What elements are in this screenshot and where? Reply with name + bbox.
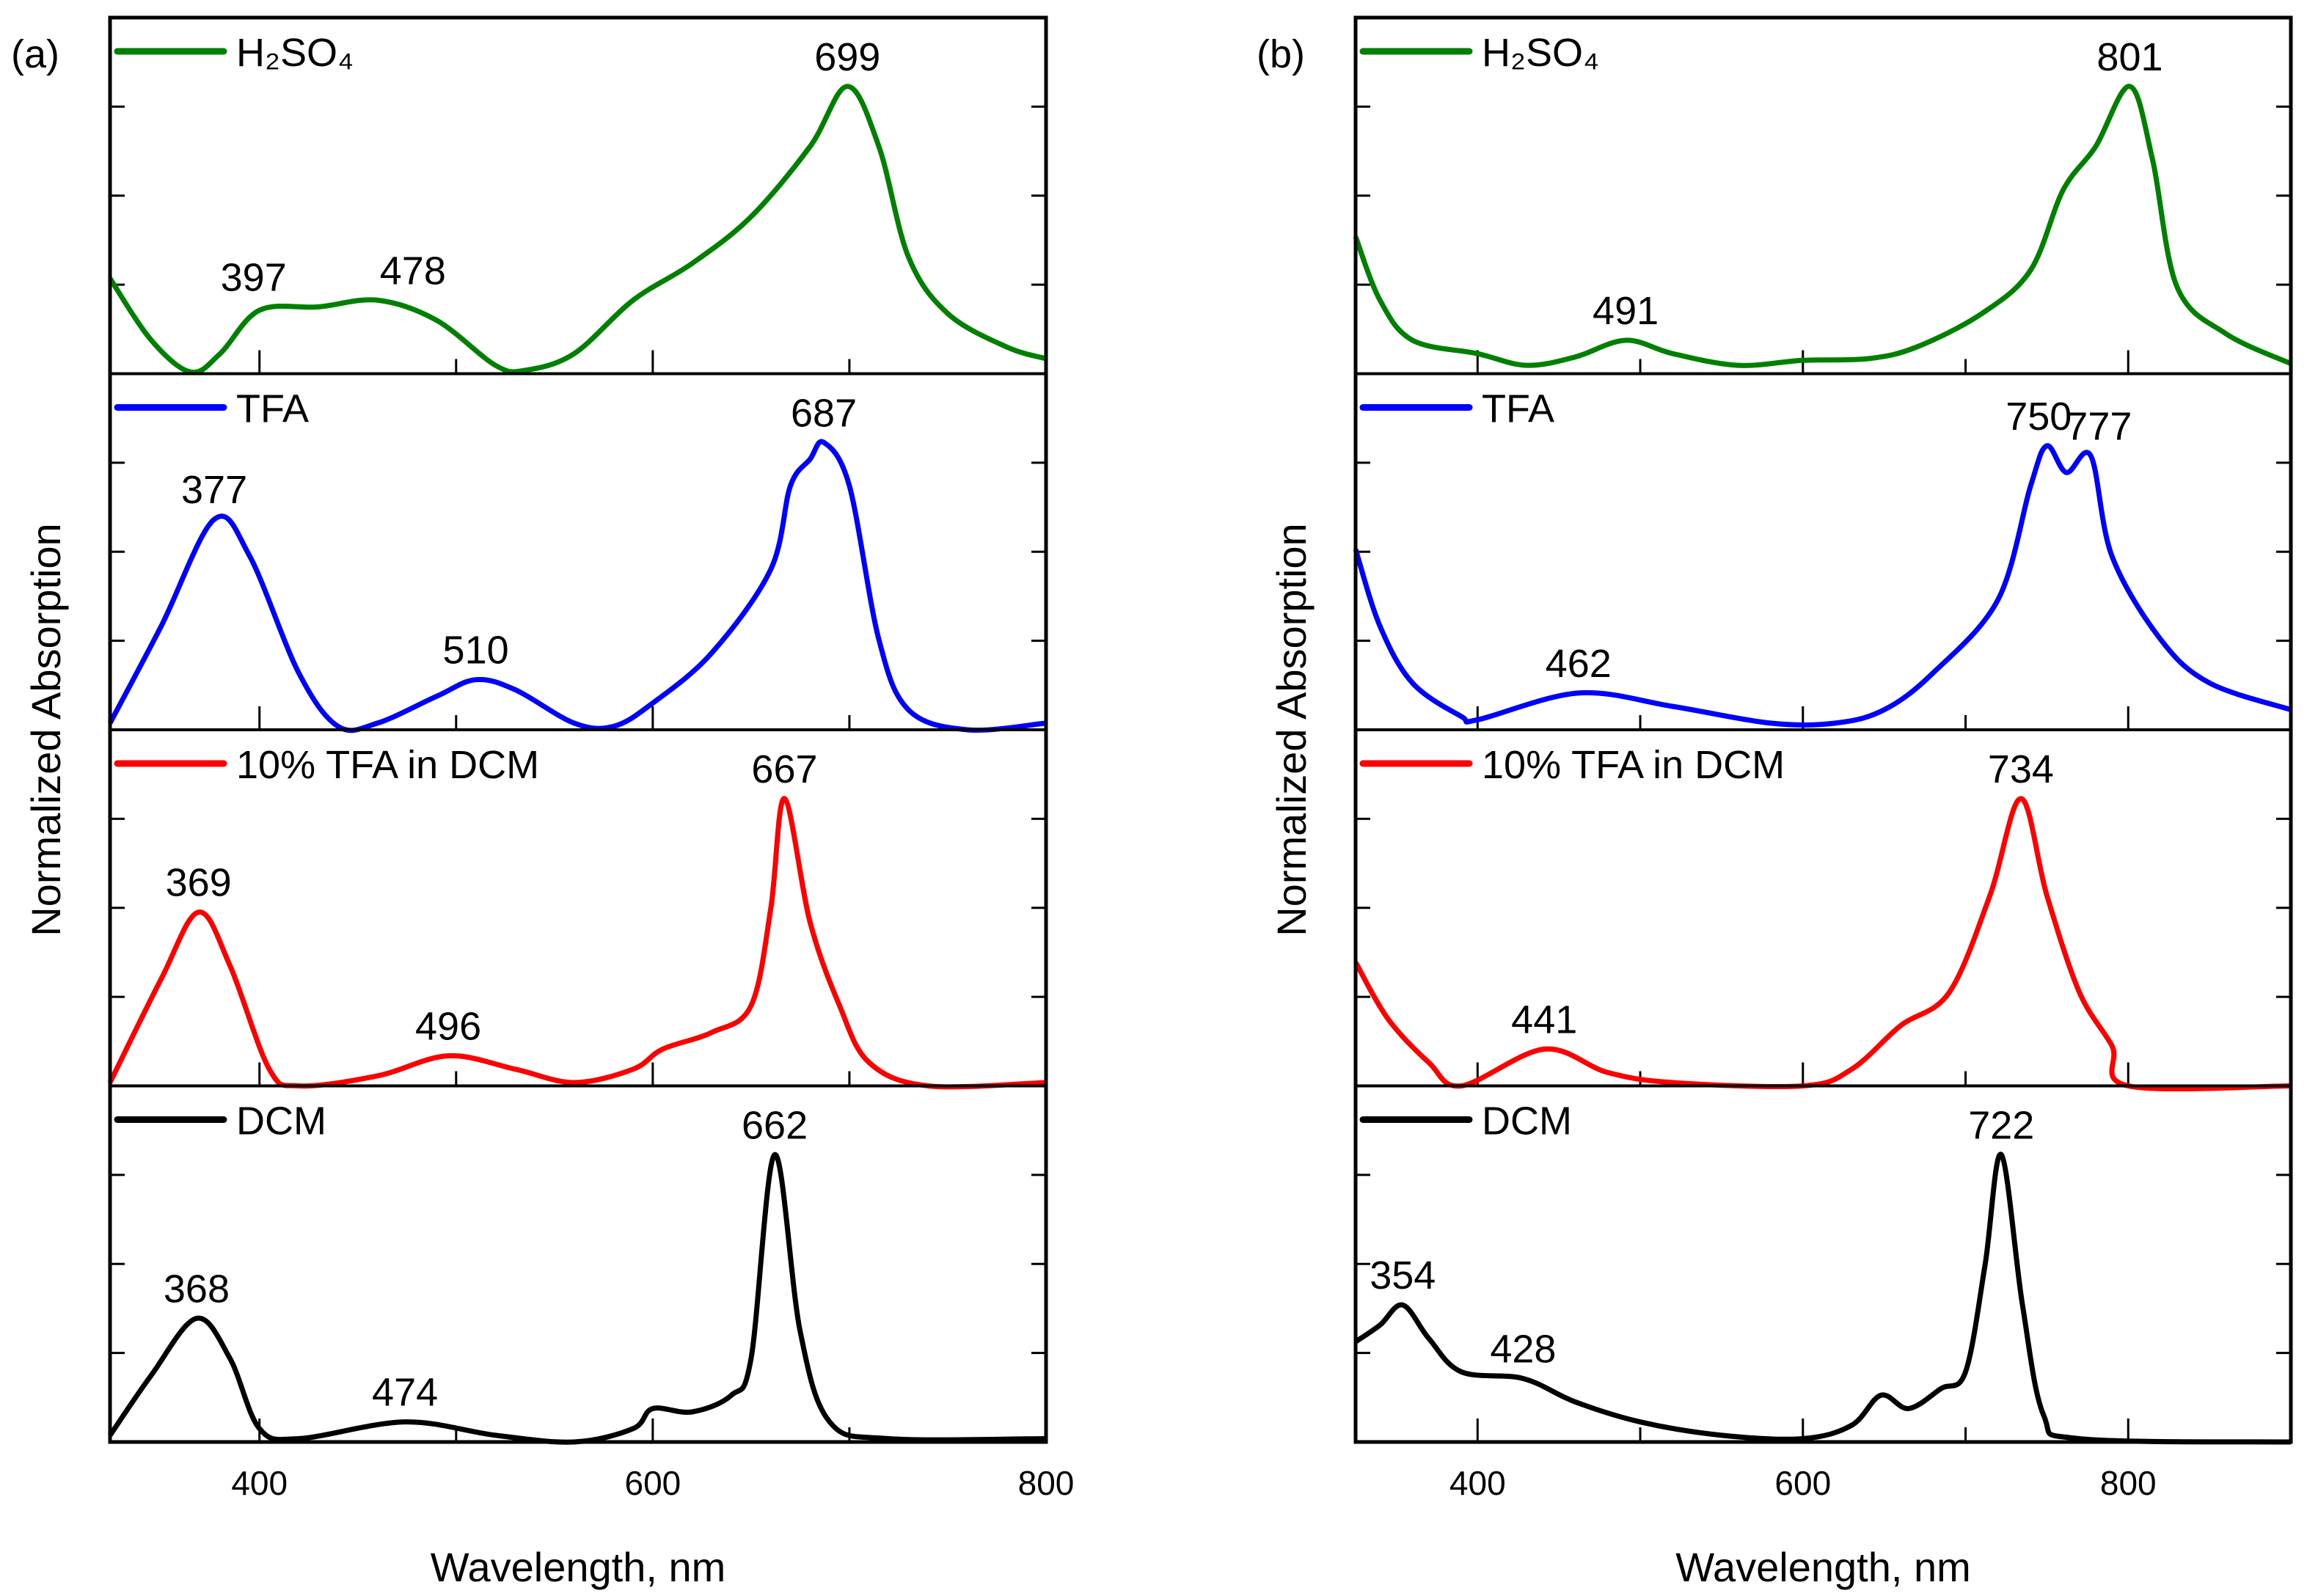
legend-label: 10% TFA in DCM bbox=[1482, 743, 1785, 787]
peak-label: 491 bbox=[1593, 289, 1659, 333]
peak-label: 428 bbox=[1490, 1327, 1556, 1371]
series-line bbox=[107, 439, 1047, 733]
peak-label: 441 bbox=[1511, 997, 1577, 1042]
subplot-h-so-: H₂SO₄ 491 801 bbox=[1353, 31, 2292, 374]
series-line bbox=[1353, 84, 2292, 368]
peak-label: 510 bbox=[443, 629, 509, 673]
peak-label: 474 bbox=[372, 1371, 438, 1415]
series-line bbox=[108, 1152, 1047, 1445]
peak-label: 801 bbox=[2096, 35, 2162, 79]
subplot-h-so-: H₂SO₄ 397 478 699 bbox=[108, 31, 1048, 376]
x-tick-label: 800 bbox=[2100, 1464, 2157, 1502]
peak-label: 369 bbox=[166, 861, 232, 905]
panel-label: (b) bbox=[1257, 32, 1305, 76]
series-line bbox=[108, 84, 1047, 376]
legend-label: DCM bbox=[236, 1099, 326, 1143]
y-axis-title: Normalized Absorption bbox=[23, 523, 69, 936]
x-tick-label: 800 bbox=[1018, 1464, 1075, 1502]
x-tick-label: 600 bbox=[1774, 1464, 1831, 1502]
series-line bbox=[1353, 796, 2292, 1092]
legend-label: H₂SO₄ bbox=[1482, 31, 1599, 75]
series-line bbox=[1353, 443, 2292, 728]
peak-label: 750 bbox=[2006, 395, 2072, 439]
peak-label: 662 bbox=[742, 1103, 808, 1147]
legend-label: DCM bbox=[1482, 1099, 1572, 1143]
peak-label: 496 bbox=[415, 1005, 481, 1049]
x-axis-title: Wavelength, nm bbox=[1675, 1544, 1971, 1590]
panel-a: (a) H₂SO₄ 397 478 699 TFA 377 510 687 10% TFA in … bbox=[11, 15, 1075, 1590]
series-line bbox=[107, 796, 1047, 1090]
subplot-10-tfa-in-dcm: 10% TFA in DCM 369 496 667 bbox=[107, 728, 1048, 1090]
peak-label: 478 bbox=[380, 249, 446, 293]
x-tick-label: 400 bbox=[231, 1464, 288, 1502]
peak-label: 368 bbox=[164, 1267, 230, 1311]
legend-label: TFA bbox=[1482, 387, 1554, 431]
subplot-tfa: TFA 377 510 687 bbox=[107, 372, 1048, 733]
x-tick-label: 600 bbox=[624, 1464, 681, 1502]
peak-label: 699 bbox=[814, 35, 880, 79]
legend-label: TFA bbox=[236, 387, 309, 431]
peak-label: 777 bbox=[2066, 404, 2132, 448]
peak-label: 354 bbox=[1370, 1253, 1436, 1297]
y-axis-title: Normalized Absorption bbox=[1268, 523, 1315, 936]
peak-label: 397 bbox=[221, 255, 287, 299]
plot-frame bbox=[108, 15, 1048, 1444]
subplot-dcm: DCM 368 474 662 bbox=[108, 1084, 1048, 1445]
x-axis-title: Wavelength, nm bbox=[431, 1544, 726, 1590]
peak-label: 687 bbox=[791, 391, 857, 435]
x-tick-label: 400 bbox=[1449, 1464, 1506, 1502]
subplot-10-tfa-in-dcm: 10% TFA in DCM 441 734 bbox=[1353, 728, 2292, 1092]
subplot-dcm: DCM 354 428 722 bbox=[1354, 1084, 2292, 1445]
plot-frame bbox=[1353, 15, 2293, 1444]
peak-label: 734 bbox=[1988, 747, 2054, 791]
peak-label: 667 bbox=[751, 747, 817, 791]
legend-label: H₂SO₄ bbox=[236, 31, 354, 75]
peak-label: 462 bbox=[1546, 642, 1612, 686]
series-line bbox=[1354, 1152, 2292, 1445]
panel-label: (a) bbox=[11, 32, 59, 76]
peak-label: 377 bbox=[181, 468, 247, 512]
legend-label: 10% TFA in DCM bbox=[236, 743, 539, 787]
peak-label: 722 bbox=[1968, 1103, 2034, 1147]
